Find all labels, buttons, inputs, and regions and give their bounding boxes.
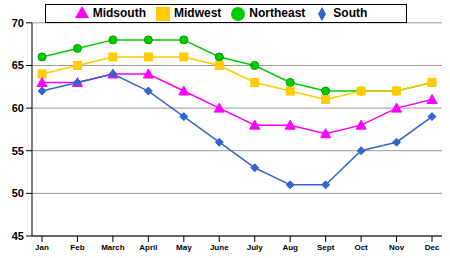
svg-text:60: 60 [12,102,24,114]
svg-text:Aug: Aug [282,243,298,252]
svg-text:Sept: Sept [317,243,335,252]
svg-text:55: 55 [12,145,24,157]
svg-text:April: April [139,243,157,252]
svg-text:Dec: Dec [425,243,440,252]
svg-text:65: 65 [12,59,24,71]
html-text:Northeast: Northeast [249,6,306,20]
svg-text:Jan: Jan [35,243,49,252]
svg-text:March: March [101,243,125,252]
svg-text:May: May [176,243,192,252]
svg-text:July: July [247,243,264,252]
html-text:Midsouth: Midsouth [92,6,146,20]
svg-text:Oct: Oct [354,243,368,252]
svg-text:70: 70 [12,17,24,29]
html-text:South: South [333,6,368,20]
svg-text:50: 50 [12,187,24,199]
svg-text:Feb: Feb [70,243,84,252]
svg-text:Nov: Nov [389,243,405,252]
html-text:Midwest: Midwest [174,6,222,20]
svg-text:June: June [210,243,229,252]
svg-text:45: 45 [12,230,24,242]
